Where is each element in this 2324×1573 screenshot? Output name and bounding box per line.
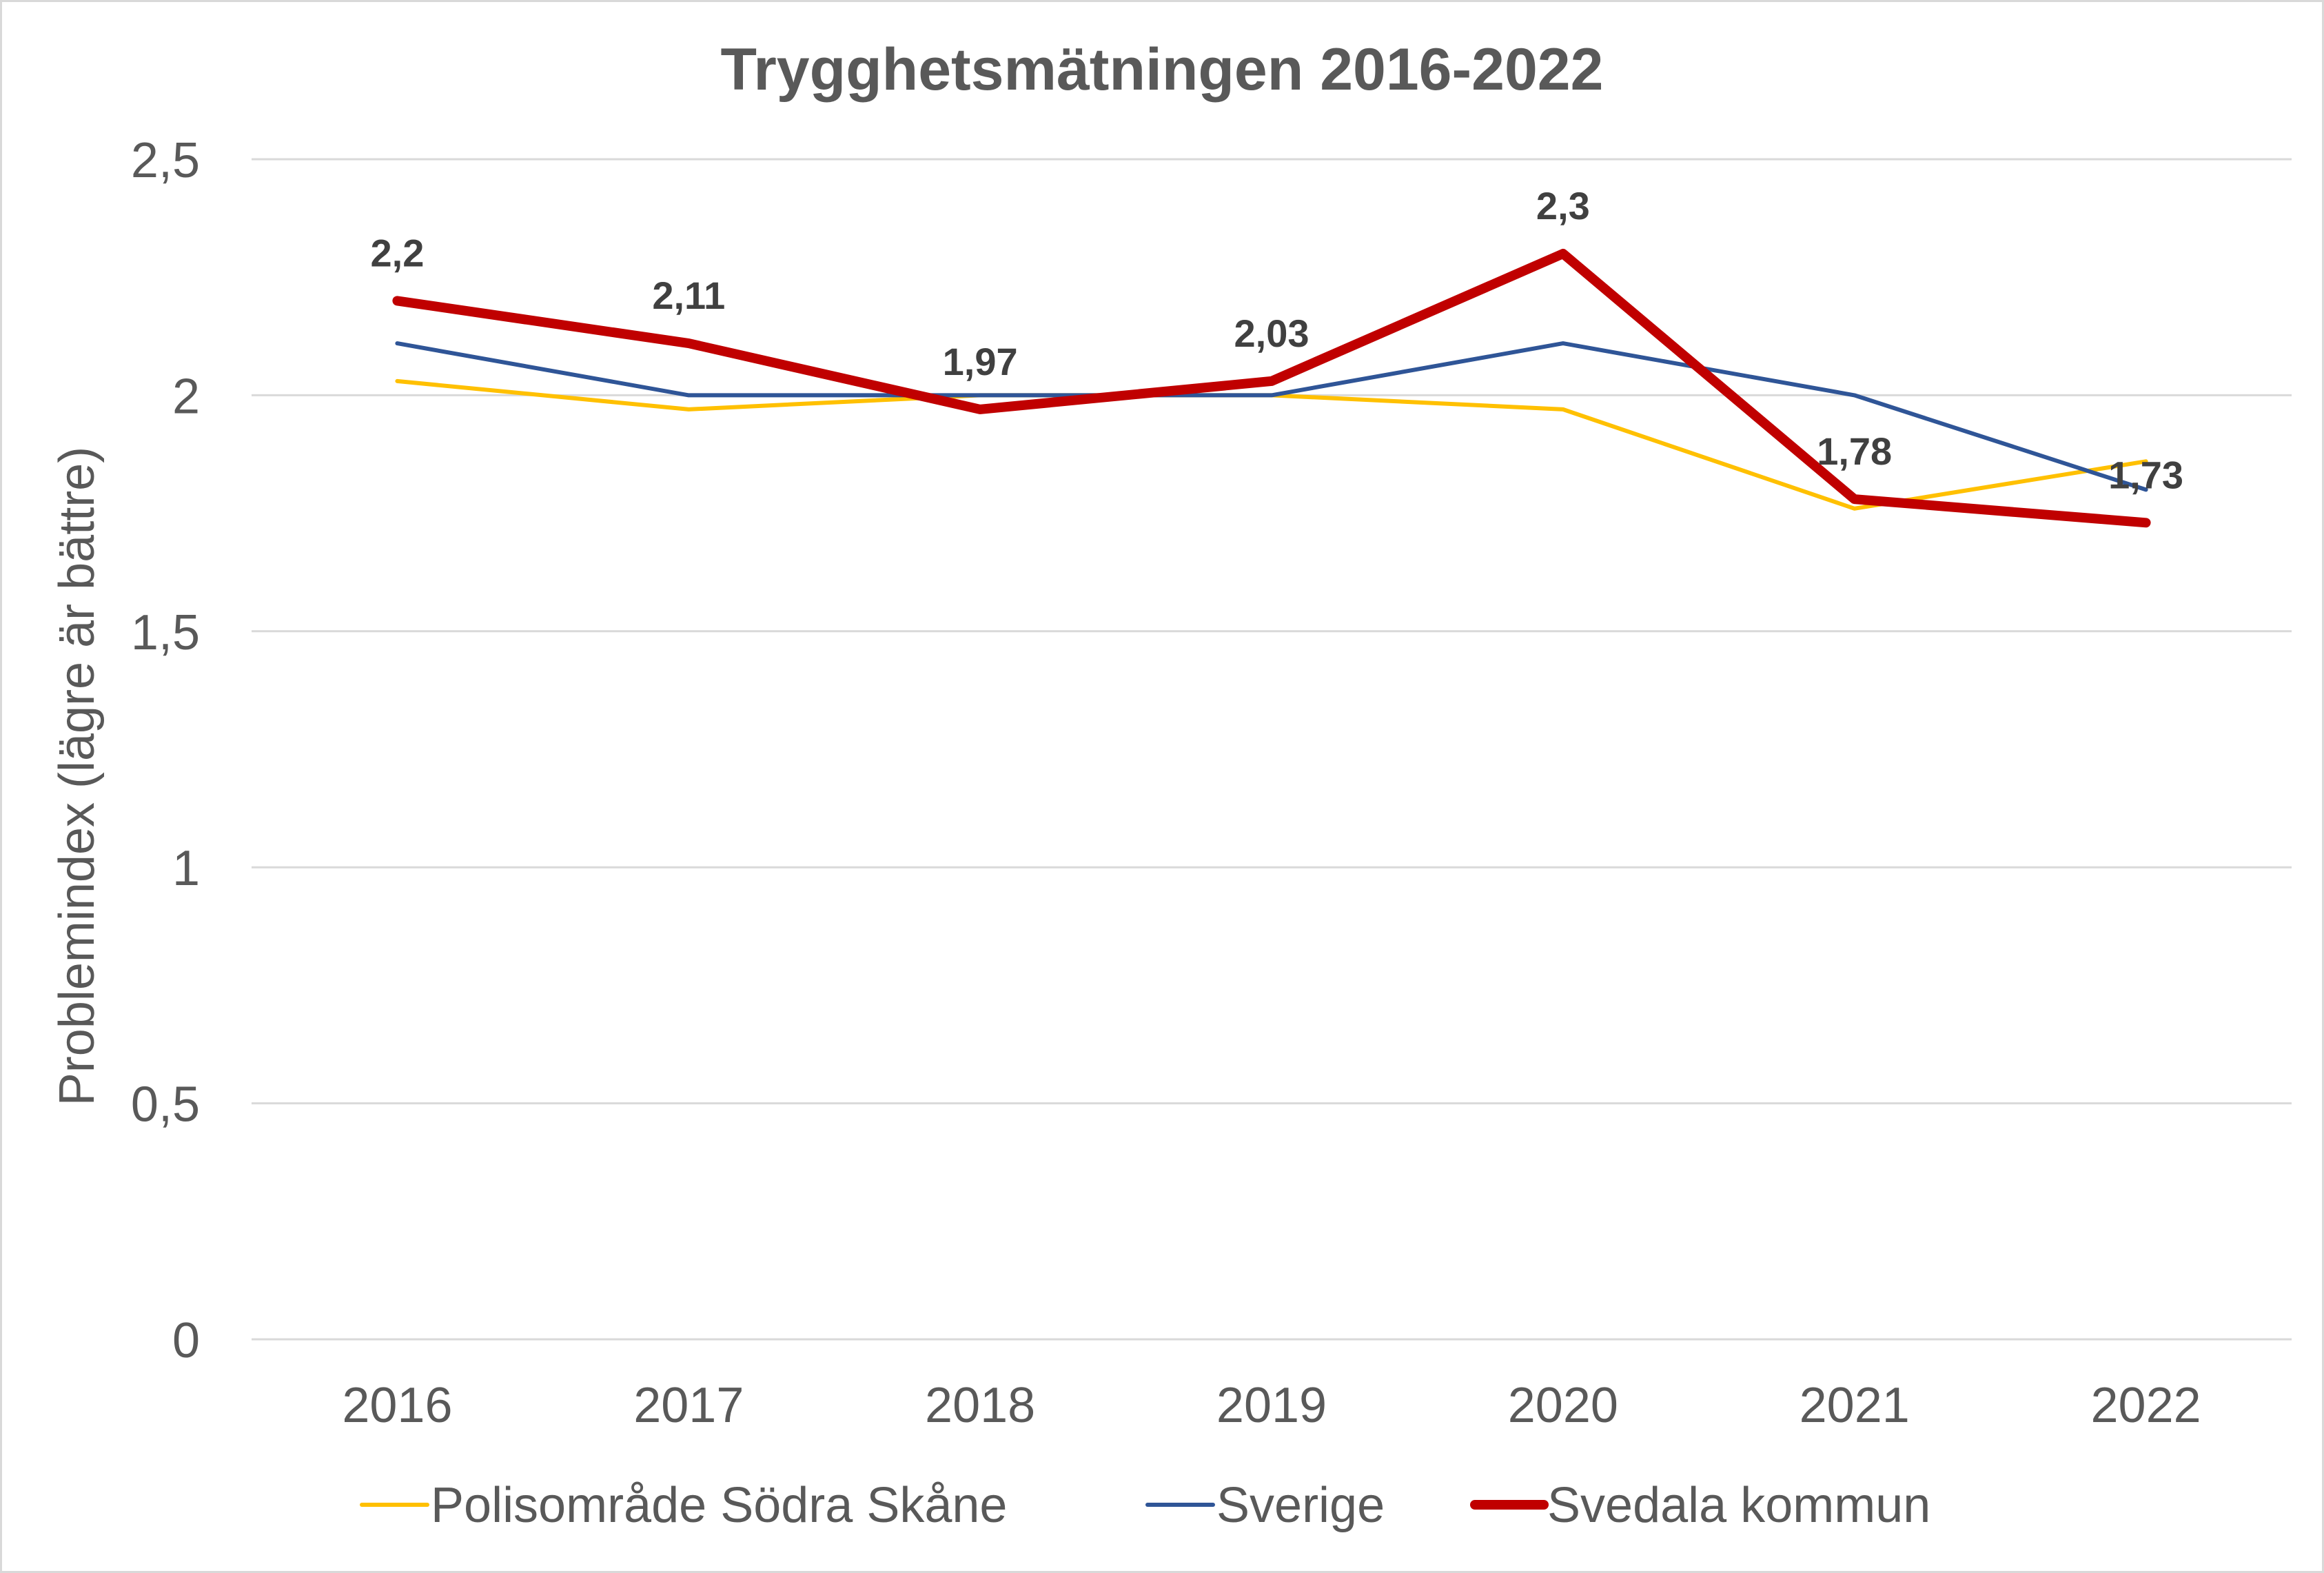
- y-tick-label: 2: [172, 369, 200, 424]
- x-tick-label: 2020: [1508, 1378, 1618, 1433]
- legend: Polisområde Södra Skåne Sverige Svedala ko…: [360, 1478, 1930, 1533]
- x-tick-label: 2019: [1216, 1378, 1327, 1433]
- y-axis-label: Problemindex (lägre är bättre): [50, 447, 105, 1106]
- legend-label: Polisområde Södra Skåne: [431, 1478, 1007, 1533]
- data-label: 2,11: [652, 274, 725, 317]
- data-label: 2,03: [1234, 312, 1309, 355]
- data-labels: 2,2 2,11 1,97 2,03 2,3 1,78 1,73: [370, 184, 2183, 496]
- data-label: 2,3: [1536, 184, 1590, 227]
- legend-label: Sverige: [1216, 1478, 1385, 1533]
- y-tick-label: 1: [172, 841, 200, 896]
- x-tick-label: 2022: [2090, 1378, 2201, 1433]
- x-tick-label: 2021: [1800, 1378, 1910, 1433]
- x-tick-label: 2017: [633, 1378, 744, 1433]
- series-line-sverige: [395, 341, 2148, 492]
- y-tick-label: 1,5: [131, 605, 200, 660]
- chart-title: Trygghetsmätningen 2016-2022: [721, 37, 1604, 103]
- y-tick-label: 0,5: [131, 1077, 200, 1133]
- data-label: 1,97: [943, 340, 1018, 383]
- y-axis-ticks: 0 0,5 1 1,5 2 2,5: [131, 133, 200, 1368]
- y-tick-label: 2,5: [131, 133, 200, 188]
- data-label: 1,73: [2108, 453, 2183, 496]
- x-tick-label: 2018: [925, 1378, 1035, 1433]
- data-label: 2,2: [370, 231, 424, 274]
- y-tick-label: 0: [172, 1313, 200, 1368]
- legend-label: Svedala kommun: [1547, 1478, 1930, 1533]
- x-tick-label: 2016: [342, 1378, 452, 1433]
- series-line-svedala-kommun: [392, 249, 2151, 528]
- data-label: 1,78: [1817, 429, 1892, 473]
- series-lines: [392, 249, 2151, 528]
- x-axis-ticks: 2016 2017 2018 2019 2020 2021 2022: [342, 1378, 2201, 1433]
